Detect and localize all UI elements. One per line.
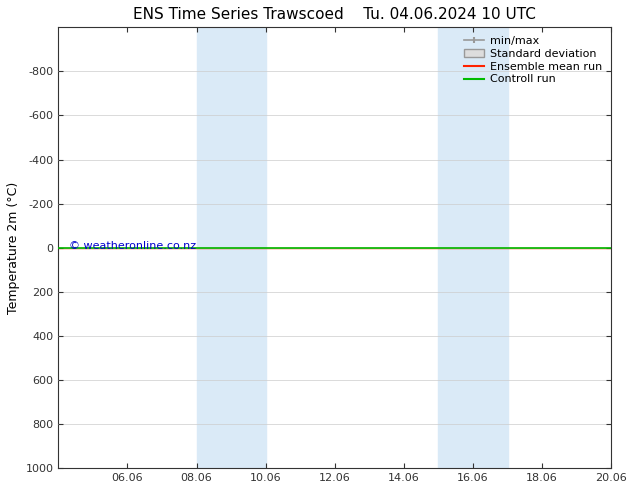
Y-axis label: Temperature 2m (°C): Temperature 2m (°C) [7,182,20,314]
Text: © weatheronline.co.nz: © weatheronline.co.nz [69,241,197,250]
Bar [439,27,508,468]
Title: ENS Time Series Trawscoed    Tu. 04.06.2024 10 UTC: ENS Time Series Trawscoed Tu. 04.06.2024… [133,7,536,22]
Bar [197,27,266,468]
Legend: min/max, Standard deviation, Ensemble mean run, Controll run: min/max, Standard deviation, Ensemble me… [461,33,605,88]
